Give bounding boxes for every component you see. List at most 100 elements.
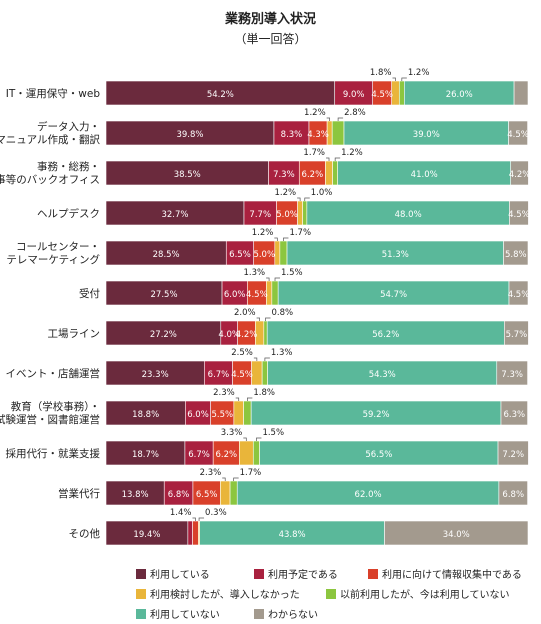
bar-segment <box>497 440 529 466</box>
bar-segment <box>105 320 222 346</box>
data-label: 4.0% <box>218 330 240 340</box>
legend-item: 利用予定である <box>254 566 338 581</box>
bar-segment <box>105 280 223 306</box>
legend-label: 利用している <box>150 570 210 581</box>
data-label: 5.0% <box>276 210 298 220</box>
data-label: 6.8% <box>502 490 524 500</box>
category-label: イベント・店舗運営 <box>6 367 101 380</box>
category-label: 営業代行 <box>58 487 100 500</box>
bar-segment <box>279 240 288 266</box>
bar-segment <box>263 320 268 346</box>
callout-line <box>326 157 330 161</box>
callout-line <box>198 517 205 521</box>
data-label: 8.3% <box>281 130 303 140</box>
bar-segment <box>261 360 268 386</box>
bar-segment <box>500 400 528 426</box>
bar-segment <box>504 320 529 346</box>
bar-segment <box>513 80 529 106</box>
callout-line <box>243 437 247 441</box>
legend-label: 利用検討したが、導入しなかった <box>150 590 300 601</box>
callout-line <box>326 117 331 121</box>
bar-segment <box>271 280 279 306</box>
data-label: 4.5% <box>508 290 530 300</box>
bar-segment <box>105 440 186 466</box>
callout-line <box>222 477 226 481</box>
bar-segment <box>508 280 529 306</box>
bar-segment <box>286 240 504 266</box>
callout-label: 0.8% <box>272 308 294 318</box>
callout-line <box>256 437 262 441</box>
data-label: 51.3% <box>382 250 409 260</box>
callout-label: 1.8% <box>370 68 392 78</box>
callout-label: 1.3% <box>271 348 293 358</box>
callout-line <box>266 277 270 281</box>
bar-segment <box>105 480 165 506</box>
data-label: 54.7% <box>380 290 407 300</box>
bar-segment <box>509 200 529 226</box>
category-label: データ入力・マニュアル作成・翻訳 <box>0 120 100 146</box>
bar-segment <box>192 480 221 506</box>
data-label: 4.5% <box>246 290 268 300</box>
legend-swatch <box>254 569 264 579</box>
bar-segment <box>510 160 529 186</box>
bar-segment <box>105 520 189 546</box>
data-label: 9.0% <box>343 90 365 100</box>
bar-segment <box>185 400 211 426</box>
bar-segment <box>221 280 248 306</box>
legend-item: 以前利用したが、今は利用していない <box>326 586 510 601</box>
data-label: 4.3% <box>307 130 329 140</box>
category-label: その他 <box>69 527 101 540</box>
bar-segment <box>331 120 345 146</box>
callout-label: 3.3% <box>221 428 243 438</box>
callout-line <box>392 77 396 81</box>
callout-line <box>256 317 260 321</box>
data-label: 27.5% <box>151 290 178 300</box>
legend-label: 利用していない <box>150 610 220 621</box>
chart-title: 業務別導入状況 <box>224 12 316 27</box>
data-label: 19.4% <box>133 530 160 540</box>
data-label: 43.8% <box>279 530 306 540</box>
data-label: 5.8% <box>505 250 527 260</box>
callout-line <box>192 517 196 521</box>
callout-line <box>235 397 240 401</box>
data-label: 7.2% <box>502 450 524 460</box>
callout-label: 1.2% <box>304 108 326 118</box>
legend-item: 利用していない <box>136 606 220 621</box>
callout-label: 1.7% <box>303 148 325 158</box>
bar-segment <box>105 160 269 186</box>
data-label: 5.0% <box>253 250 275 260</box>
bar-segment <box>325 160 333 186</box>
bar-segment <box>251 360 263 386</box>
data-label: 27.2% <box>150 330 177 340</box>
callout-line <box>304 197 310 201</box>
data-label: 28.5% <box>153 250 180 260</box>
bar-segment <box>274 240 281 266</box>
bar-segment <box>297 200 303 226</box>
data-label: 4.2% <box>509 170 531 180</box>
callout-label: 1.0% <box>311 188 333 198</box>
category-label: 事務・総務・人事等のバックオフィス <box>0 160 100 186</box>
callout-label: 1.7% <box>289 228 311 238</box>
bar-segment <box>105 200 245 226</box>
data-label: 4.5% <box>231 370 253 380</box>
bar-segment <box>233 400 244 426</box>
data-label: 4.5% <box>508 210 530 220</box>
data-label: 6.0% <box>224 290 246 300</box>
chart-subtitle: （単一回答） <box>234 32 307 46</box>
bar-segment <box>204 360 233 386</box>
callout-label: 2.8% <box>344 108 366 118</box>
callout-line <box>337 117 344 121</box>
callout-label: 2.3% <box>213 388 235 398</box>
bar-segment <box>298 160 326 186</box>
callout-label: 1.5% <box>281 268 303 278</box>
data-label: 7.7% <box>249 210 271 220</box>
legend-label: わからない <box>268 610 318 621</box>
callout-line <box>253 357 258 361</box>
data-label: 26.0% <box>446 90 473 100</box>
stacked-bar-chart: IT・運用保守・web 54.2% 9.0% 4.5% 26.0% 1.8% 1.2% データ… <box>0 68 531 546</box>
data-label: 54.2% <box>207 90 234 100</box>
category-label: 採用代行・就業支援 <box>6 447 101 460</box>
callout-label: 2.3% <box>200 468 222 478</box>
callout-line <box>401 77 407 81</box>
bar-segment <box>220 480 231 506</box>
